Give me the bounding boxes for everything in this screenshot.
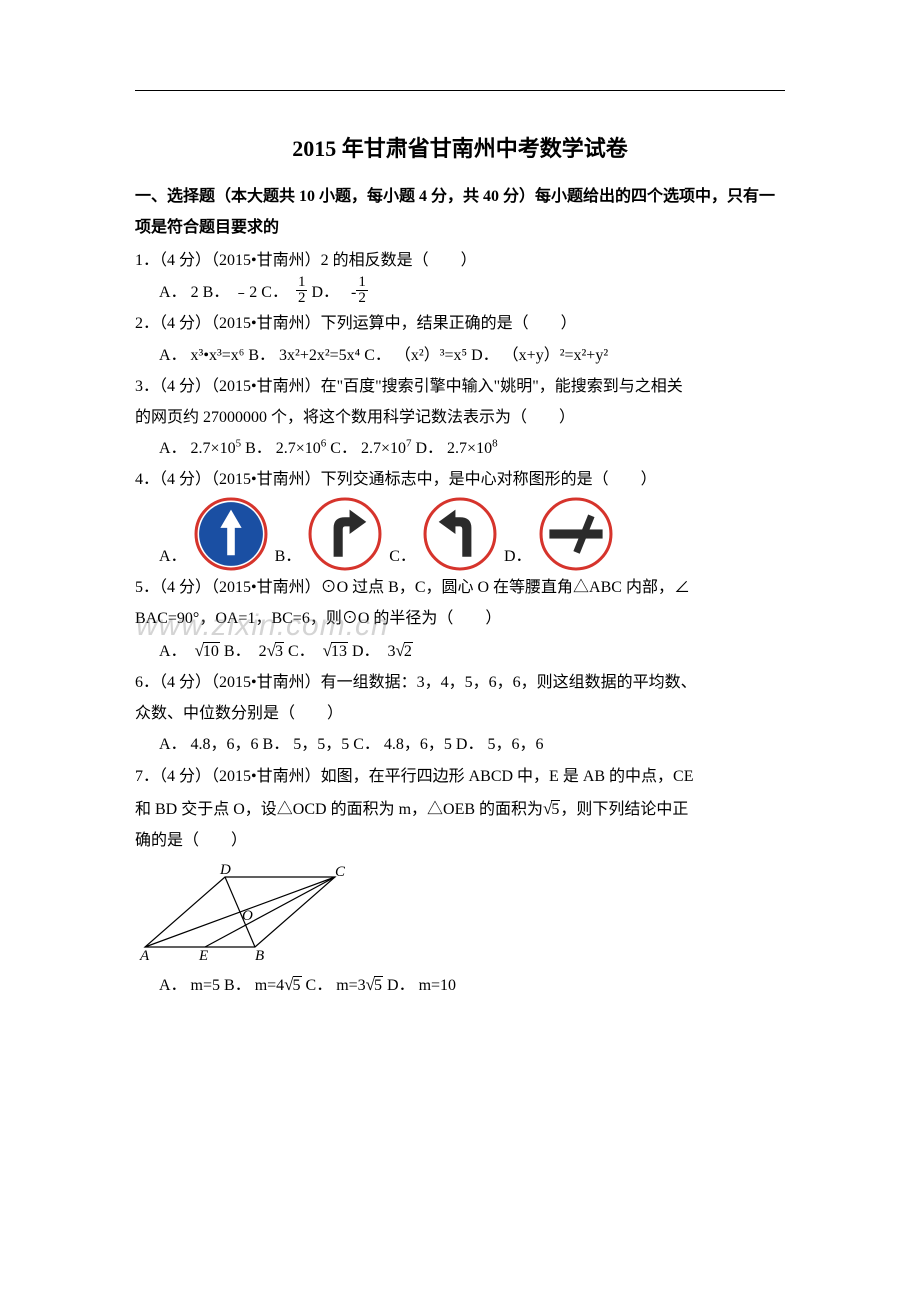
traffic-sign-d-icon: [538, 496, 614, 572]
exp-7: 7: [406, 438, 412, 450]
section-header: 一、选择题（本大题共 10 小题，每小题 4 分，共 40 分）每小题给出的四个…: [135, 181, 785, 243]
sqrt-2: 2: [396, 634, 413, 667]
exp-5: 5: [236, 438, 242, 450]
traffic-sign-a-icon: [193, 496, 269, 572]
fraction-num: 1: [296, 275, 308, 291]
svg-text:D: D: [219, 862, 231, 878]
sqrt-5: 5: [543, 792, 560, 825]
opt-c: C． 2.7×10: [330, 440, 406, 457]
opt-label-b: B．: [203, 284, 230, 301]
opt-label-d: D．: [504, 547, 532, 564]
coef-2: 2: [259, 643, 267, 660]
opt-value-b: ﹣2: [233, 284, 257, 301]
opt-ab: A． m=5 B． m=4: [159, 977, 284, 994]
traffic-sign-b-icon: [307, 496, 383, 572]
question-5-line1: 5．（4 分）（2015•甘南州）⊙O 过点 B，C，圆心 O 在等腰直角△AB…: [135, 572, 785, 603]
page-content: 2015 年甘肃省甘南州中考数学试卷 一、选择题（本大题共 10 小题，每小题 …: [0, 0, 920, 1001]
svg-text:B: B: [255, 948, 264, 962]
opt-label-c: C．: [288, 643, 315, 660]
opt-d: D． m=10: [387, 977, 456, 994]
opt-a: A． 2.7×10: [159, 440, 236, 457]
question-6-line2: 众数、中位数分别是（ ）: [135, 698, 785, 729]
opt-d: D． 2.7×10: [416, 440, 493, 457]
parallelogram-figure: A E B C D O: [135, 862, 345, 962]
question-6-options: A． 4.8，6，6 B． 5，5，5 C． 4.8，6，5 D． 5，6，6: [135, 729, 785, 760]
fraction-den-d: 2: [356, 291, 368, 306]
coef-3: 3: [388, 643, 396, 660]
question-7-line1: 7．（4 分）（2015•甘南州）如图，在平行四边形 ABCD 中，E 是 AB…: [135, 761, 785, 792]
exp-8: 8: [492, 438, 498, 450]
opt-value-a: 2: [191, 284, 199, 301]
svg-text:O: O: [242, 908, 253, 924]
question-6-line1: 6．（4 分）（2015•甘南州）有一组数据：3，4，5，6，6，则这组数据的平…: [135, 667, 785, 698]
question-4-options: A． B． C． D．: [135, 496, 785, 572]
opt-label-a: A．: [159, 284, 187, 301]
sqrt-5b: 5: [284, 968, 301, 1001]
svg-text:A: A: [139, 948, 150, 962]
question-7-line3: 确的是（ ）: [135, 825, 785, 856]
fraction-d: 1 2: [356, 275, 368, 306]
opt-label-c: C．: [261, 284, 288, 301]
fraction-num-d: 1: [356, 275, 368, 291]
question-2: 2．（4 分）（2015•甘南州）下列运算中，结果正确的是（ ）: [135, 308, 785, 339]
sqrt-10: 10: [195, 634, 220, 667]
q7-line2a: 和 BD 交于点 O，设△OCD 的面积为 m，△OEB 的面积为: [135, 801, 543, 818]
q7-line2b: ，则下列结论中正: [560, 801, 688, 818]
fraction-den: 2: [296, 291, 308, 306]
question-7-options: A． m=5 B． m=45 C． m=35 D． m=10: [135, 968, 785, 1001]
question-1: 1．（4 分）（2015•甘南州）2 的相反数是（ ）: [135, 245, 785, 276]
opt-label-b: B．: [275, 547, 302, 564]
question-2-options: A． x³•x³=x⁶ B． 3x²+2x²=5x⁴ C． （x²）³=x⁵ D…: [135, 340, 785, 371]
question-3-line1: 3．（4 分）（2015•甘南州）在"百度"搜索引擎中输入"姚明"，能搜索到与之…: [135, 371, 785, 402]
question-3-line2: 的网页约 27000000 个，将这个数用科学记数法表示为（ ）: [135, 402, 785, 433]
opt-b: B． 2.7×10: [245, 440, 321, 457]
opt-c: C． m=3: [306, 977, 366, 994]
question-4: 4．（4 分）（2015•甘南州）下列交通标志中，是中心对称图形的是（ ）: [135, 464, 785, 495]
opt-label-d: D．: [352, 643, 380, 660]
sqrt-5c: 5: [366, 968, 383, 1001]
sqrt-13: 13: [323, 634, 348, 667]
question-7-line2: 和 BD 交于点 O，设△OCD 的面积为 m，△OEB 的面积为5，则下列结论…: [135, 792, 785, 825]
top-rule: [135, 90, 785, 91]
opt-label-c: C．: [389, 547, 416, 564]
question-5-options: A． 10 B． 23 C． 13 D． 32: [135, 634, 785, 667]
opt-label-a: A．: [159, 547, 187, 564]
exp-6: 6: [321, 438, 327, 450]
opt-label-a: A．: [159, 643, 187, 660]
fraction-c: 1 2: [296, 275, 308, 306]
svg-text:E: E: [198, 948, 208, 962]
question-1-options: A． 2 B． ﹣2 C． 1 2 D． - 1 2: [135, 277, 785, 309]
opt-label-d: D．: [311, 284, 339, 301]
question-3-options: A． 2.7×105 B． 2.7×106 C． 2.7×107 D． 2.7×…: [135, 433, 785, 464]
opt-label-b: B．: [224, 643, 251, 660]
sqrt-3: 3: [267, 634, 284, 667]
question-5-line2: BAC=90°，OA=1，BC=6，则⊙O 的半径为（ ）: [135, 603, 785, 634]
svg-text:C: C: [335, 864, 345, 880]
exam-title: 2015 年甘肃省甘南州中考数学试卷: [135, 131, 785, 163]
traffic-sign-c-icon: [422, 496, 498, 572]
